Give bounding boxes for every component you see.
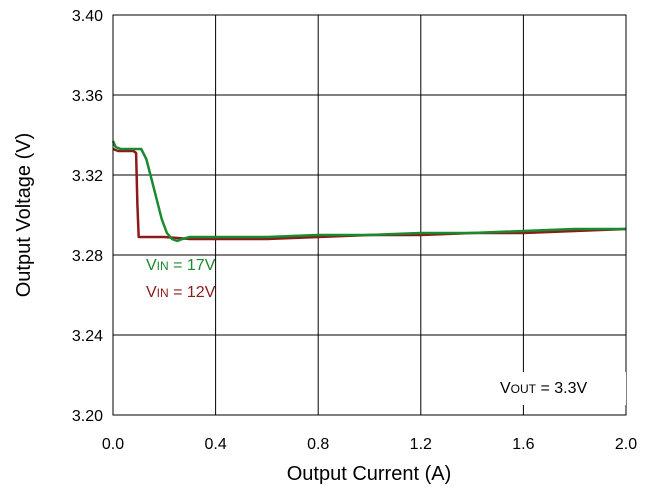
legend-vin12-sub: IN [157,286,169,300]
vout-annotation-box [494,372,626,405]
legend-vin17-sub: IN [157,259,169,273]
y-tick-label: 3.36 [72,88,103,105]
y-tick-labels: 3.20 3.24 3.28 3.32 3.36 3.40 [72,8,103,425]
vout-annotation: VOUT = 3.3V [500,380,587,397]
x-tick-label: 1.2 [410,436,432,453]
y-tick-label: 3.28 [72,248,103,265]
legend-vin17: VIN = 17V [146,257,216,274]
y-tick-label: 3.24 [72,328,103,345]
x-tick-label: 1.6 [512,436,534,453]
x-tick-label: 2.0 [615,436,637,453]
legend-vin17-main: V [146,257,157,274]
x-axis-label: Output Current (A) [287,463,452,485]
legend-vin12-rest: = 12V [169,284,216,301]
y-axis-label: Output Voltage (V) [13,133,35,298]
legend-vin17-rest: = 17V [169,257,216,274]
plot-frame [112,14,627,416]
vout-annotation-sub: OUT [511,382,537,396]
x-tick-label: 0.0 [102,436,124,453]
series-line-vin17 [111,140,626,243]
x-tick-label: 0.4 [204,436,226,453]
legend-vin12-main: V [146,284,157,301]
legend-vin12: VIN = 12V [146,284,216,301]
y-tick-label: 3.20 [72,408,103,425]
vout-annotation-main: V [500,380,511,397]
series-lines [111,140,627,243]
grid [112,14,627,416]
y-tick-label: 3.32 [72,168,103,185]
x-tick-labels: 0.0 0.4 0.8 1.2 1.6 2.0 [102,436,637,453]
y-tick-label: 3.40 [72,8,103,25]
vout-annotation-rest: = 3.3V [536,380,587,397]
series-line-vin12 [112,147,627,241]
x-tick-label: 0.8 [307,436,329,453]
